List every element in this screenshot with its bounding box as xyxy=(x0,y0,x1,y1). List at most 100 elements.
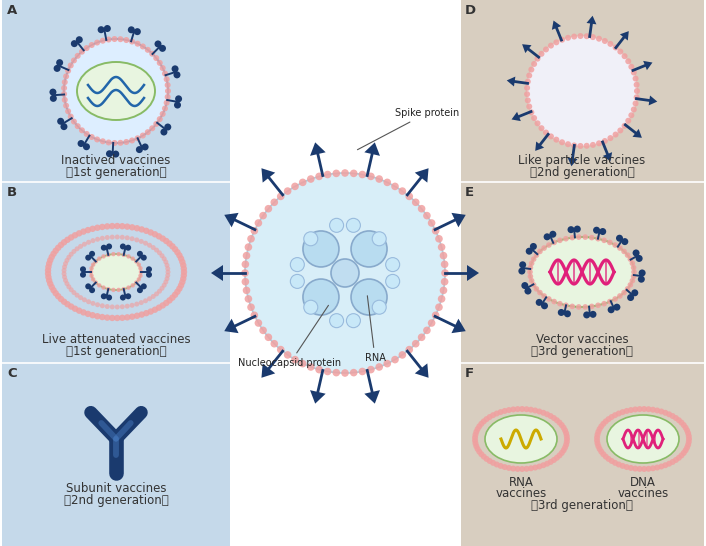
Polygon shape xyxy=(211,265,223,281)
Circle shape xyxy=(670,459,676,465)
Circle shape xyxy=(139,270,143,274)
Circle shape xyxy=(160,65,166,71)
Circle shape xyxy=(659,464,664,470)
Circle shape xyxy=(621,238,628,245)
Circle shape xyxy=(563,442,569,448)
Circle shape xyxy=(174,249,181,256)
Circle shape xyxy=(136,146,143,153)
Text: Spike protein: Spike protein xyxy=(357,108,459,150)
Circle shape xyxy=(554,455,560,461)
Circle shape xyxy=(686,433,692,439)
Text: E: E xyxy=(465,186,474,199)
Circle shape xyxy=(101,245,107,251)
Polygon shape xyxy=(451,213,466,227)
Circle shape xyxy=(435,304,443,311)
Circle shape xyxy=(493,411,500,417)
Circle shape xyxy=(94,224,100,231)
Circle shape xyxy=(524,466,530,472)
Circle shape xyxy=(621,248,627,254)
Circle shape xyxy=(68,114,73,120)
Circle shape xyxy=(526,248,533,254)
Circle shape xyxy=(498,409,503,415)
Circle shape xyxy=(270,340,278,347)
Circle shape xyxy=(97,26,104,33)
Circle shape xyxy=(590,142,596,148)
Circle shape xyxy=(124,37,129,43)
Circle shape xyxy=(551,299,557,304)
Circle shape xyxy=(125,235,130,240)
Circle shape xyxy=(164,123,172,130)
Circle shape xyxy=(303,231,339,267)
Circle shape xyxy=(181,269,187,275)
Circle shape xyxy=(341,369,349,377)
Circle shape xyxy=(89,134,95,140)
Circle shape xyxy=(129,138,135,144)
Circle shape xyxy=(140,283,147,289)
Circle shape xyxy=(479,451,484,457)
Circle shape xyxy=(600,421,606,427)
Circle shape xyxy=(130,303,135,308)
Circle shape xyxy=(526,104,532,110)
Circle shape xyxy=(63,103,69,109)
Circle shape xyxy=(126,286,131,290)
Polygon shape xyxy=(415,168,429,182)
Circle shape xyxy=(160,235,166,242)
Circle shape xyxy=(179,259,186,265)
Circle shape xyxy=(75,53,80,59)
Circle shape xyxy=(554,417,560,423)
Circle shape xyxy=(594,435,600,441)
Circle shape xyxy=(61,268,66,273)
Circle shape xyxy=(124,139,129,145)
Circle shape xyxy=(83,143,90,150)
Circle shape xyxy=(515,466,520,472)
Circle shape xyxy=(270,199,278,206)
Circle shape xyxy=(86,240,91,245)
Circle shape xyxy=(621,53,628,59)
Circle shape xyxy=(68,234,74,241)
Circle shape xyxy=(559,139,565,145)
Circle shape xyxy=(347,218,360,233)
Circle shape xyxy=(502,464,508,470)
Circle shape xyxy=(157,250,162,256)
Circle shape xyxy=(119,223,126,229)
Circle shape xyxy=(537,290,543,295)
Circle shape xyxy=(251,311,258,319)
Circle shape xyxy=(109,314,116,321)
Circle shape xyxy=(147,296,152,301)
Circle shape xyxy=(139,239,144,244)
Circle shape xyxy=(172,292,179,298)
Circle shape xyxy=(120,235,125,240)
Circle shape xyxy=(576,234,582,240)
Circle shape xyxy=(176,252,183,259)
Circle shape xyxy=(582,234,588,240)
Polygon shape xyxy=(364,143,380,156)
Circle shape xyxy=(160,253,164,258)
Circle shape xyxy=(111,288,116,292)
Circle shape xyxy=(558,422,565,428)
Circle shape xyxy=(290,275,304,288)
Circle shape xyxy=(106,150,113,157)
Circle shape xyxy=(686,439,692,445)
Circle shape xyxy=(111,252,116,256)
Circle shape xyxy=(89,287,95,293)
Text: （1st generation）: （1st generation） xyxy=(66,166,167,179)
Circle shape xyxy=(64,39,168,143)
Circle shape xyxy=(531,282,537,288)
Circle shape xyxy=(150,245,156,250)
Circle shape xyxy=(241,278,249,286)
Circle shape xyxy=(561,447,567,453)
Circle shape xyxy=(125,293,131,299)
Circle shape xyxy=(635,255,642,262)
Circle shape xyxy=(100,138,106,144)
Polygon shape xyxy=(467,265,479,281)
Circle shape xyxy=(376,363,383,371)
Bar xyxy=(461,0,704,546)
Circle shape xyxy=(52,247,59,254)
Circle shape xyxy=(143,228,150,234)
Text: Like particle vaccines: Like particle vaccines xyxy=(518,154,645,167)
Text: vaccines: vaccines xyxy=(496,487,546,500)
Circle shape xyxy=(563,430,569,436)
Circle shape xyxy=(673,415,679,421)
Circle shape xyxy=(117,140,124,146)
Circle shape xyxy=(546,296,551,302)
